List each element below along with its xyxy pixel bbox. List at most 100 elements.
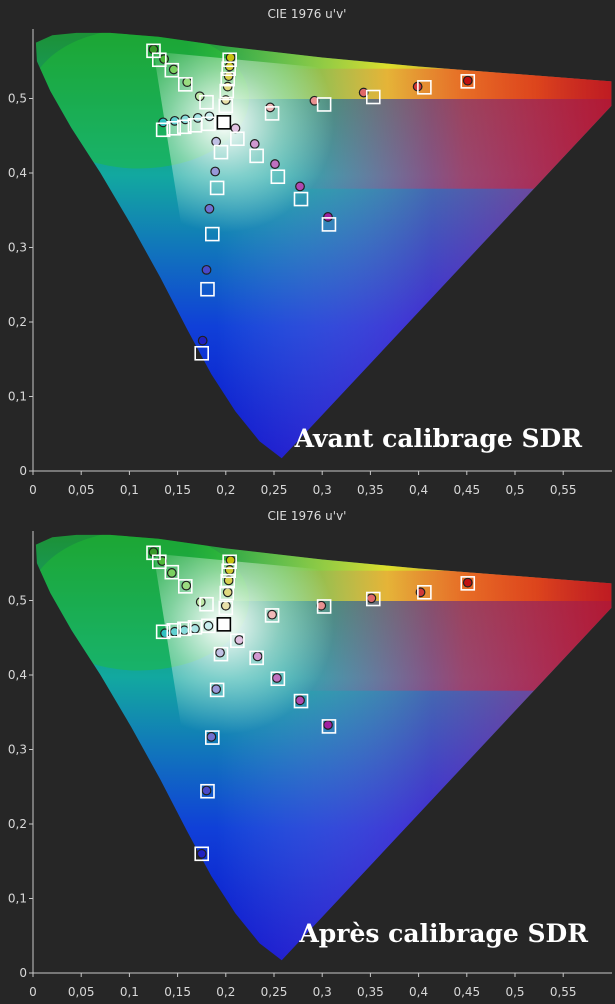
- measured-point: [201, 785, 212, 796]
- target-square: [222, 554, 237, 570]
- target-square: [201, 618, 216, 634]
- target-square: [199, 596, 214, 612]
- y-tick-label: 0,2: [8, 315, 27, 329]
- target-square: [166, 623, 182, 638]
- target-square: [218, 98, 234, 114]
- cie-chart-after: CIE 1976 u'v' 0 0,05 0,1 0,15 0,2 0,25 0,3 0,35…: [0, 502, 615, 1004]
- measured-point: [168, 64, 179, 75]
- target-square: [221, 61, 236, 77]
- measured-point: [252, 651, 263, 662]
- target-square: [230, 633, 245, 649]
- measured-point: [225, 555, 236, 566]
- x-tick-label: 0,4: [409, 985, 428, 999]
- target-square: [209, 180, 225, 196]
- target-square: [151, 554, 167, 570]
- target-square: [460, 576, 476, 591]
- x-tick-label: 0,35: [357, 483, 384, 497]
- measured-point: [224, 565, 235, 575]
- target-square: [264, 106, 280, 121]
- y-tick-label: 0,5: [8, 92, 27, 106]
- x-tick-label: 0,15: [164, 483, 191, 497]
- target-square: [321, 719, 337, 734]
- measured-point: [462, 75, 473, 86]
- measured-point: [222, 81, 233, 92]
- measured-point: [196, 848, 207, 859]
- measured-point: [358, 87, 369, 98]
- measured-point: [223, 575, 234, 586]
- chart-annotation: Après calibrage SDR: [298, 919, 588, 948]
- chart-panel-after: CIE 1976 u'v' 0 0,05 0,1 0,15 0,2 0,25 0,3 0,35…: [0, 502, 615, 1004]
- target-square: [264, 608, 280, 623]
- x-tick-label: 0,3: [313, 483, 332, 497]
- x-tick-label: 0,15: [164, 985, 191, 999]
- target-square: [417, 585, 432, 600]
- measured-point: [201, 264, 212, 275]
- x-tick-label: 0,45: [453, 985, 480, 999]
- target-square: [321, 217, 337, 232]
- x-tick-label: 0,3: [313, 985, 332, 999]
- measured-point: [249, 139, 260, 149]
- target-square: [365, 591, 381, 607]
- x-tick-label: 0,5: [505, 483, 524, 497]
- measured-point: [215, 647, 225, 658]
- x-tick-label: 0,1: [120, 985, 139, 999]
- measured-point: [204, 203, 215, 214]
- target-square: [166, 121, 182, 136]
- target-square: [178, 77, 193, 92]
- measured-point: [159, 54, 170, 64]
- measured-point: [267, 609, 277, 620]
- target-square: [200, 281, 215, 297]
- target-square: [155, 122, 171, 138]
- measured-point: [309, 95, 320, 106]
- target-square: [270, 169, 286, 185]
- measured-point: [182, 77, 193, 88]
- target-square: [213, 144, 229, 160]
- target-square: [249, 148, 264, 164]
- x-tick-label: 0,45: [453, 483, 480, 497]
- measured-point: [366, 593, 377, 604]
- target-square: [221, 563, 236, 579]
- target-square: [365, 89, 381, 105]
- target-square: [270, 671, 286, 687]
- y-tick-label: 0: [19, 464, 27, 478]
- target-square: [219, 83, 235, 99]
- target-square: [178, 579, 193, 594]
- target-square: [220, 573, 236, 589]
- target-square: [177, 621, 192, 637]
- y-tick-label: 0,5: [8, 594, 27, 608]
- y-tick-label: 0,1: [8, 892, 27, 906]
- measured-point: [271, 673, 282, 683]
- y-tick-label: 0,3: [8, 241, 27, 255]
- chart-panel-before: CIE 1976 u'v' 0 0,05 0,1 0,15 0,2 0,25 0,3 0,35…: [7, 7, 612, 497]
- measured-point: [204, 111, 215, 122]
- measured-point: [206, 731, 217, 742]
- measured-point: [203, 620, 214, 631]
- measured-point: [181, 580, 192, 591]
- y-tick-label: 0,4: [8, 668, 27, 682]
- chart-title: CIE 1976 u'v': [268, 509, 347, 523]
- x-tick-label: 0,05: [68, 483, 95, 497]
- x-tick-label: 0,25: [261, 985, 288, 999]
- x-tick-label: 0,4: [409, 483, 428, 497]
- target-square: [222, 52, 237, 68]
- measured-point: [158, 117, 169, 128]
- cie-chart-before: CIE 1976 u'v' 0 0,05 0,1 0,15 0,2 0,25 0,3 0,35…: [7, 7, 612, 497]
- measured-point: [225, 52, 236, 63]
- y-tick-label: 0,1: [8, 390, 27, 404]
- measured-point: [210, 166, 221, 177]
- x-tick-label: 0,55: [550, 483, 577, 497]
- target-square: [200, 783, 215, 799]
- measured-point: [197, 335, 208, 346]
- target-square: [205, 226, 220, 242]
- y-tick-label: 0,4: [8, 166, 27, 180]
- target-square: [220, 71, 236, 87]
- y-tick-label: 0,3: [8, 743, 27, 757]
- measured-point: [211, 136, 222, 147]
- measured-point: [234, 635, 245, 645]
- x-tick-label: 0,55: [550, 985, 577, 999]
- x-tick-label: 0: [29, 483, 37, 497]
- target-square: [460, 74, 476, 89]
- chart-annotation: Avant calibrage SDR: [294, 424, 583, 453]
- target-square: [151, 52, 167, 68]
- white-point-target: [216, 617, 232, 632]
